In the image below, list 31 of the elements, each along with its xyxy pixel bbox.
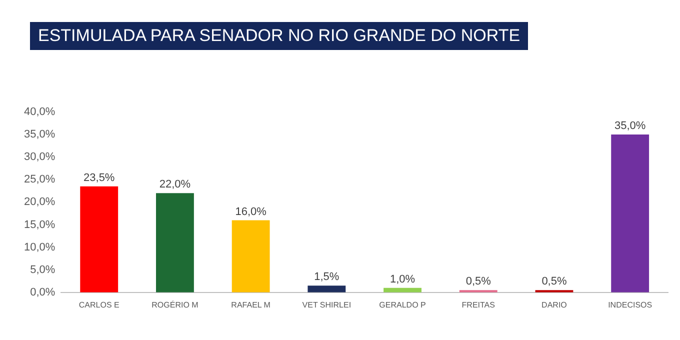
bar: [232, 220, 270, 292]
bar: [156, 193, 194, 292]
data-label: 1,0%: [390, 273, 416, 286]
x-tick-label: DARIO: [542, 300, 567, 310]
y-tick-label: 5,0%: [30, 264, 56, 276]
x-tick-label: GERALDO P: [379, 300, 426, 310]
bar: [308, 286, 346, 292]
x-tick-label: FREITAS: [462, 300, 495, 310]
data-label: 22,0%: [159, 178, 191, 191]
x-tick-label: RAFAEL M: [231, 300, 271, 310]
data-label: 16,0%: [235, 206, 267, 218]
bar: [80, 186, 118, 292]
x-tick-label: VET SHIRLEI: [302, 300, 352, 310]
chart-title: ESTIMULADA PARA SENADOR NO RIO GRANDE DO NORTE: [30, 22, 528, 50]
data-label: 0,5%: [466, 276, 492, 288]
x-tick-label: ROGÉRIO M: [152, 300, 199, 310]
y-tick-label: 15,0%: [24, 218, 56, 231]
y-tick-label: 40,0%: [24, 106, 56, 118]
data-label: 23,5%: [84, 172, 115, 184]
y-tick-label: 10,0%: [24, 241, 56, 254]
y-tick-label: 25,0%: [24, 174, 56, 186]
y-tick-label: 0,0%: [30, 286, 56, 298]
y-tick-label: 35,0%: [24, 128, 56, 141]
bar: [611, 134, 650, 292]
x-tick-label: CARLOS E: [78, 300, 120, 310]
data-label: 1,5%: [314, 271, 340, 284]
data-label: 0,5%: [542, 276, 567, 288]
y-tick-label: 30,0%: [24, 151, 56, 164]
data-label: 35,0%: [614, 120, 646, 132]
x-tick-label: INDECISOS: [608, 300, 652, 310]
y-tick-label: 20,0%: [24, 196, 56, 208]
